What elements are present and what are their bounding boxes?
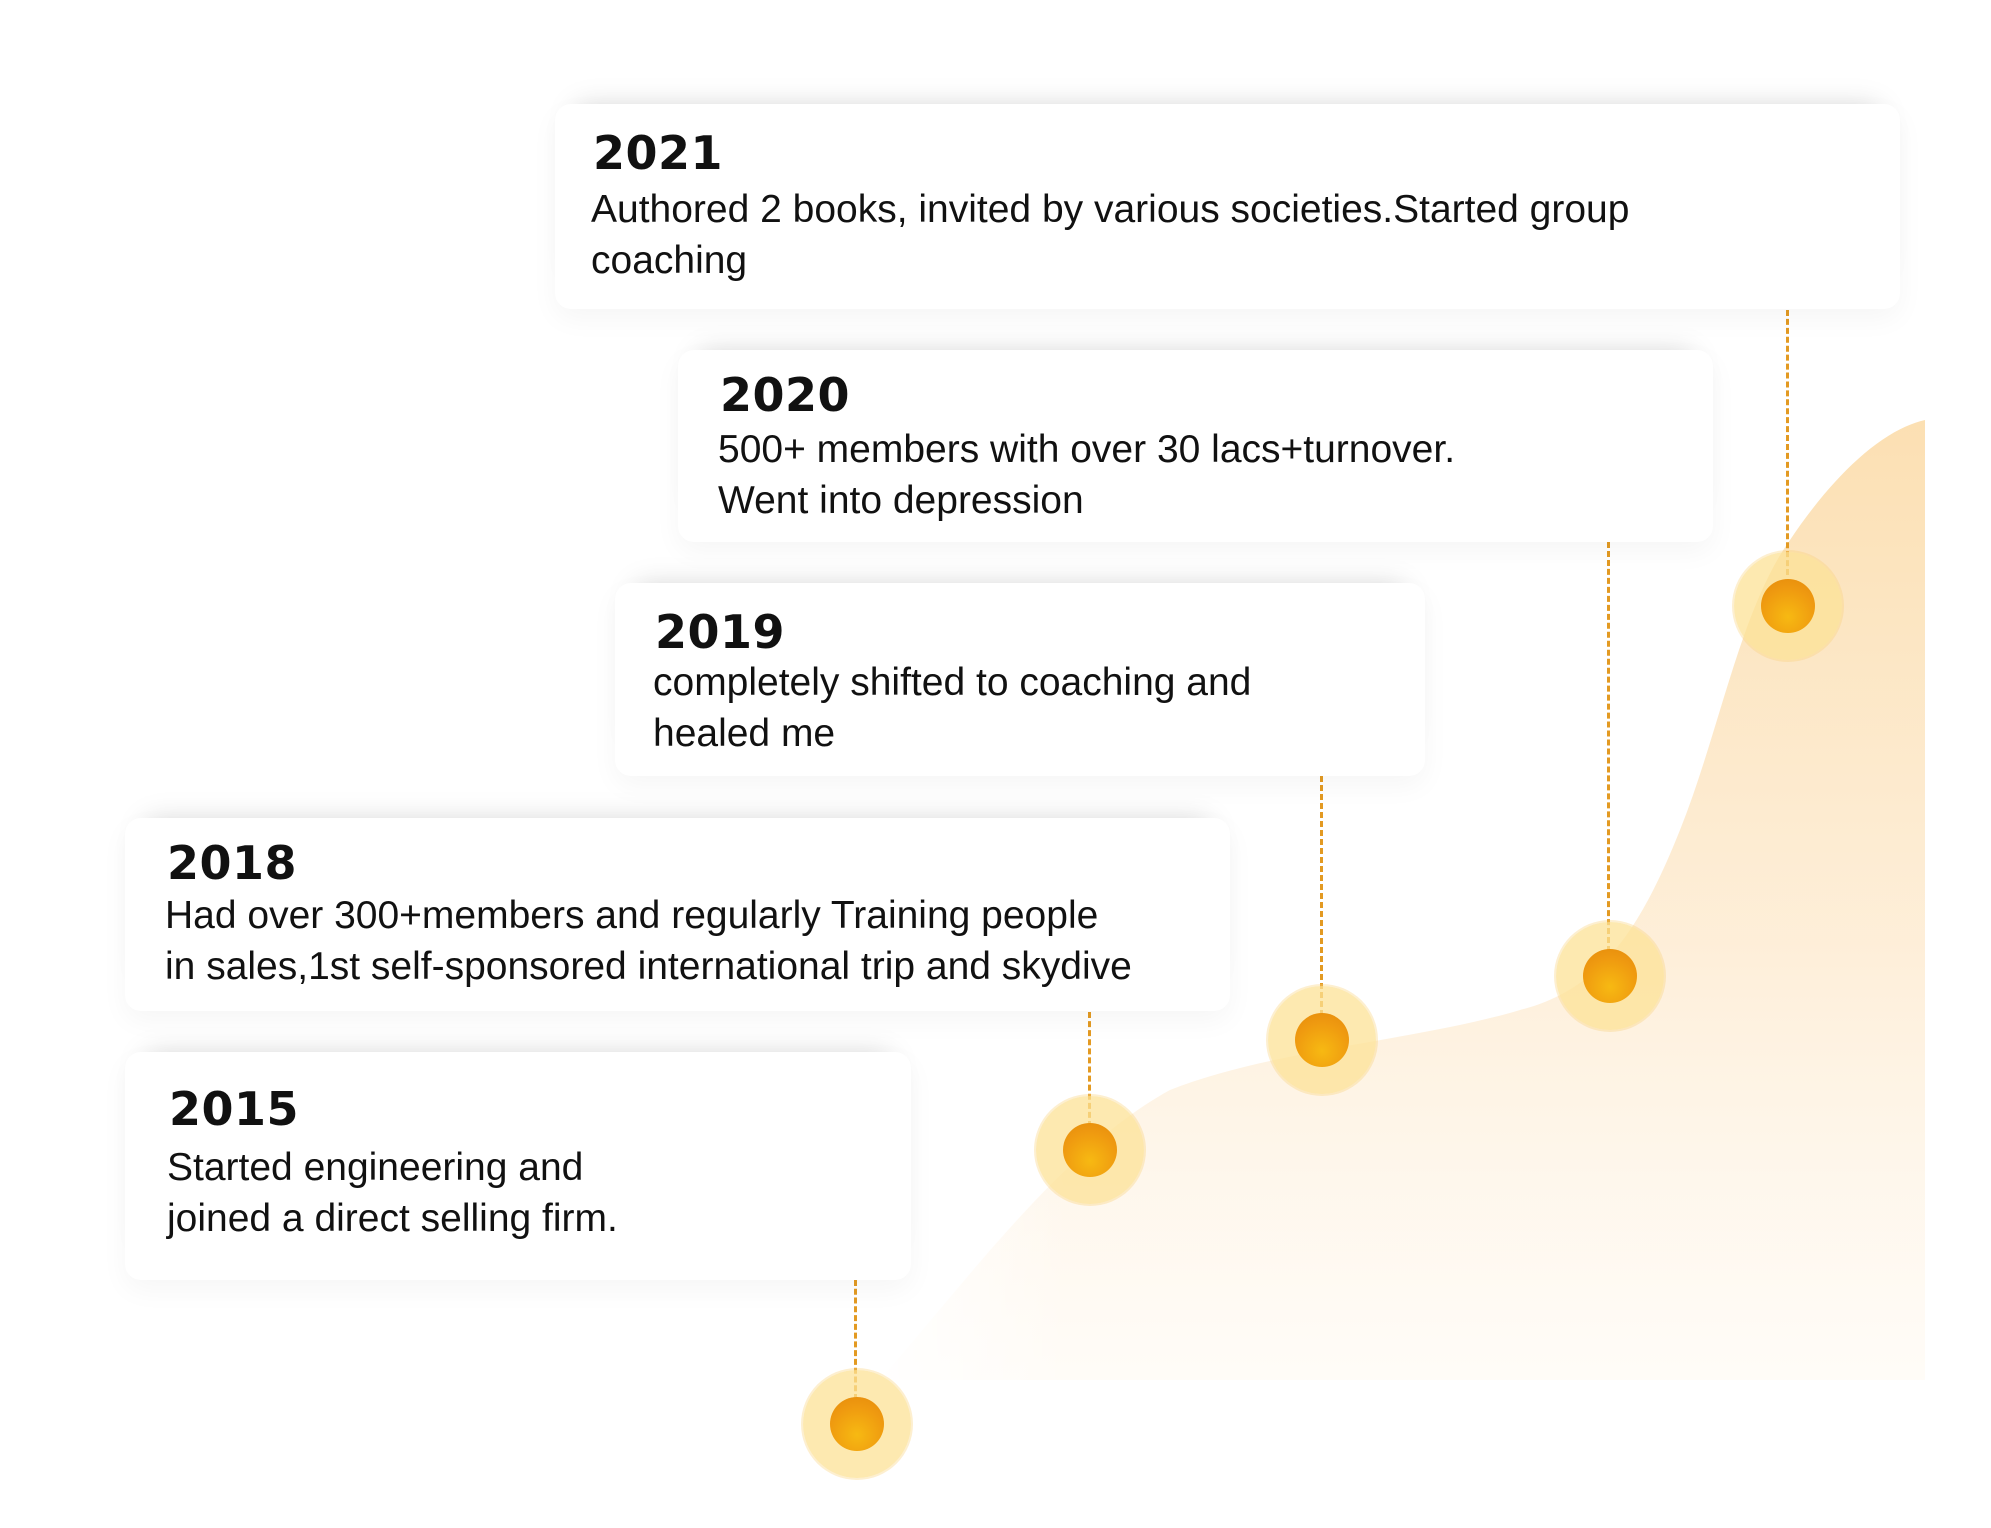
connector-2020 — [1607, 542, 1610, 952]
milestone-description: Had over 300+members and regularly Train… — [165, 894, 1132, 988]
milestone-year: 2015 — [169, 1082, 300, 1136]
connector-2021 — [1786, 310, 1789, 575]
milestone-card-2019: 2019 completely shifted to coaching and h… — [615, 583, 1425, 776]
milestone-dot-2019 — [1268, 986, 1376, 1094]
milestone-card-2020: 2020 500+ members with over 30 lacs+turn… — [678, 350, 1713, 542]
milestone-year: 2019 — [655, 605, 786, 659]
milestone-card-2015: 2015 Started engineering and joined a dir… — [125, 1052, 911, 1280]
milestone-description: Started engineering and joined a direct s… — [167, 1146, 618, 1240]
milestone-description: completely shifted to coaching and healed… — [653, 661, 1252, 755]
connector-2015 — [854, 1280, 857, 1400]
milestone-year: 2018 — [167, 836, 298, 890]
milestone-year: 2021 — [593, 126, 724, 180]
milestone-year: 2020 — [720, 368, 851, 422]
milestone-description: Authored 2 books, invited by various soc… — [591, 188, 1630, 282]
connector-2018 — [1088, 1012, 1091, 1127]
milestone-dot-2021 — [1734, 552, 1842, 660]
milestone-description: 500+ members with over 30 lacs+turnover.… — [718, 428, 1456, 522]
milestone-dot-2020 — [1556, 922, 1664, 1030]
milestone-dot-2015 — [803, 1370, 911, 1478]
milestone-dot-2018 — [1036, 1096, 1144, 1204]
milestone-card-2021: 2021 Authored 2 books, invited by variou… — [555, 104, 1900, 309]
milestone-card-2018: 2018 Had over 300+members and regularly … — [125, 818, 1230, 1011]
connector-2019 — [1320, 776, 1323, 1016]
